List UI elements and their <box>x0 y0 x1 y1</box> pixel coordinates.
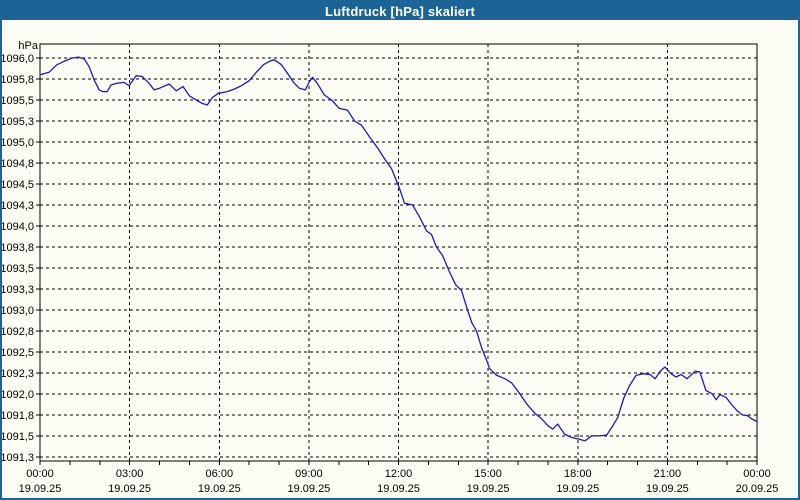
pressure-line-chart: 1096,0 1095,8 1095,5 1095,3 1095,0 1094,8 1094… <box>2 40 779 495</box>
x-tick-time-label: 21:00 <box>654 468 682 480</box>
y-tick-label: 1091,3 <box>2 452 34 464</box>
y-tick-label: 1095,3 <box>2 116 34 128</box>
x-tick-time-label: 00:00 <box>26 468 54 480</box>
y-tick-label: 1092,3 <box>2 368 34 380</box>
y-tick-label: 1094,5 <box>2 179 34 191</box>
x-tick-date-label: 19.09.25 <box>198 483 241 495</box>
window-title: Luftdruck [hPa] skaliert <box>325 3 475 19</box>
y-tick-label: 1093,3 <box>2 284 34 296</box>
window-titlebar: Luftdruck [hPa] skaliert <box>2 2 798 20</box>
chart-area: 1096,0 1095,8 1095,5 1095,3 1095,0 1094,8 1094… <box>2 20 798 498</box>
y-tick-label: 1092,8 <box>2 326 34 338</box>
y-tick-label: 1093,5 <box>2 263 34 275</box>
x-tick-date-label: 19.09.25 <box>287 483 330 495</box>
x-tick-date-label: 20.09.25 <box>736 483 779 495</box>
x-tick-date-label: 19.09.25 <box>377 483 420 495</box>
y-tick-label: 1091,5 <box>2 431 34 443</box>
x-tick-time-label: 03:00 <box>116 468 144 480</box>
x-tick-time-label: 12:00 <box>385 468 413 480</box>
y-tick-label: 1092,0 <box>2 389 34 401</box>
x-tick-time-label: 06:00 <box>206 468 234 480</box>
y-tick-label: 1094,0 <box>2 221 34 233</box>
plot-border <box>39 43 758 462</box>
y-tick-label: 1093,0 <box>2 305 34 317</box>
x-tick-date-label: 19.09.25 <box>19 483 62 495</box>
x-tick-time-label: 15:00 <box>474 468 502 480</box>
x-tick-date-label: 19.09.25 <box>467 483 510 495</box>
pressure-series-line <box>39 56 758 442</box>
x-tick-date-label: 19.09.25 <box>108 483 151 495</box>
y-tick-label: 1093,8 <box>2 242 34 254</box>
y-tick-label: 1095,8 <box>2 74 34 86</box>
y-tick-label: 1094,8 <box>2 158 34 170</box>
x-tick-date-label: 19.09.25 <box>556 483 599 495</box>
y-tick-label: 1091,8 <box>2 410 34 422</box>
y-tick-label: 1094,3 <box>2 200 34 212</box>
x-tick-time-label: 09:00 <box>295 468 323 480</box>
x-tick-time-label: 00:00 <box>743 468 771 480</box>
y-tick-label: 1095,0 <box>2 137 34 149</box>
y-tick-label: 1095,5 <box>2 95 34 107</box>
x-tick-time-label: 18:00 <box>564 468 592 480</box>
x-tick-date-label: 19.09.25 <box>646 483 689 495</box>
y-axis-unit-label: hPa <box>18 40 38 52</box>
y-tick-label: 1092,5 <box>2 347 34 359</box>
y-tick-label: 1096,0 <box>2 53 34 65</box>
